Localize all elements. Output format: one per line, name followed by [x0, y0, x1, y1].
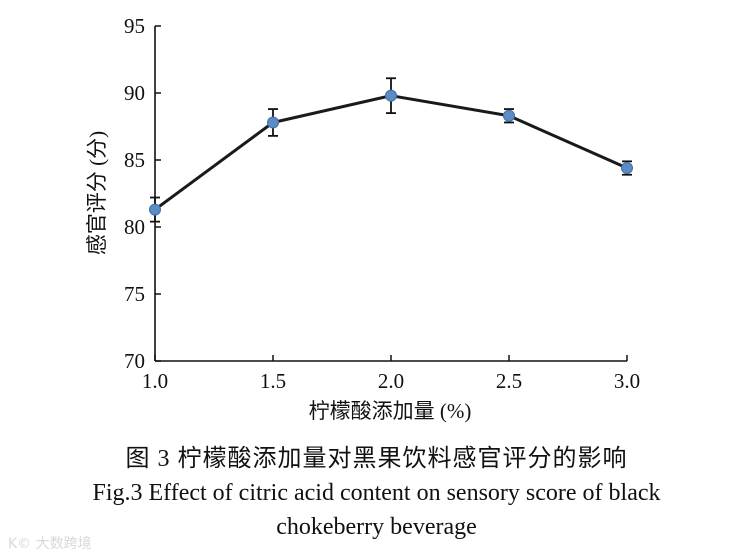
figure-caption-english-line-2: chokeberry beverage [276, 514, 477, 540]
y-tick-label: 90 [124, 81, 145, 105]
x-tick-label: 1.5 [260, 369, 286, 393]
data-point [267, 116, 279, 129]
y-tick-label: 80 [124, 215, 145, 239]
x-tick-label: 3.0 [614, 369, 640, 393]
watermark: K© 大数跨境 [8, 536, 92, 552]
x-tick-label: 2.0 [378, 369, 404, 393]
x-tick-label: 2.5 [496, 369, 522, 393]
data-point [149, 203, 161, 216]
y-axis-label: 感官评分 (分) [85, 131, 109, 255]
data-point [621, 162, 633, 175]
chart-axes [154, 26, 627, 362]
y-tick-label: 75 [124, 282, 145, 306]
y-tick-label: 85 [124, 148, 145, 172]
x-axis-label: 柠檬酸添加量 (%) [309, 399, 472, 423]
data-point [503, 109, 515, 122]
data-point [385, 89, 397, 102]
x-tick-label: 1.0 [142, 369, 168, 393]
data-points [149, 89, 633, 216]
y-tick-label: 70 [124, 349, 145, 373]
y-axis-ticks: 70 75 80 85 90 95 [124, 14, 161, 373]
y-tick-label: 95 [124, 14, 145, 38]
figure-caption-english-line-1: Fig.3 Effect of citric acid content on s… [92, 480, 661, 506]
x-axis-ticks: 1.0 1.5 2.0 2.5 3.0 [142, 355, 640, 393]
figure-caption-chinese: 图 3 柠檬酸添加量对黑果饮料感官评分的影响 [125, 446, 628, 472]
